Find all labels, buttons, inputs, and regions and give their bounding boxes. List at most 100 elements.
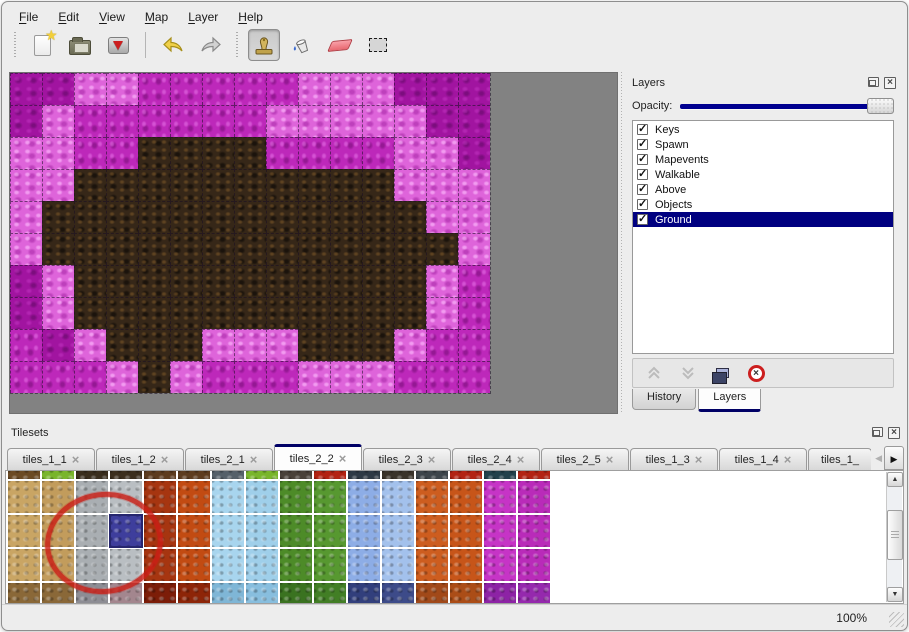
tileset-tile[interactable] — [450, 515, 482, 547]
map-tile[interactable] — [138, 73, 170, 105]
map-tile[interactable] — [138, 169, 170, 201]
map-tile[interactable] — [202, 73, 234, 105]
map-tile[interactable] — [458, 137, 490, 169]
map-tile[interactable] — [394, 73, 426, 105]
layer-row-spawn[interactable]: ✓ Spawn — [633, 137, 893, 152]
map-tile[interactable] — [362, 329, 394, 361]
tileset-tile[interactable] — [348, 549, 380, 581]
map-tile[interactable] — [74, 265, 106, 297]
map-tile[interactable] — [170, 137, 202, 169]
map-tile[interactable] — [266, 361, 298, 393]
map-tile[interactable] — [42, 265, 74, 297]
map-tile[interactable] — [170, 297, 202, 329]
tileset-tile[interactable] — [484, 515, 516, 547]
tileset-tile[interactable] — [178, 515, 210, 547]
resize-grip-icon[interactable] — [889, 612, 904, 627]
map-tile[interactable] — [298, 105, 330, 137]
tileset-tile[interactable] — [110, 481, 142, 513]
map-tile[interactable] — [394, 233, 426, 265]
eraser-button[interactable] — [324, 29, 356, 61]
tab-close-icon[interactable]: × — [516, 451, 525, 467]
map-tile[interactable] — [170, 361, 202, 393]
tileset-tab-tiles_2_3[interactable]: tiles_2_3 × — [363, 448, 451, 470]
map-tile[interactable] — [362, 105, 394, 137]
tileset-tab-tiles_1_4[interactable]: tiles_1_4 × — [719, 448, 807, 470]
tileset-tile[interactable] — [8, 549, 40, 581]
map-tile[interactable] — [426, 297, 458, 329]
tab-layers[interactable]: Layers — [698, 389, 762, 412]
map-tile[interactable] — [106, 297, 138, 329]
map-tile[interactable] — [362, 73, 394, 105]
menu-layer[interactable]: Layer — [188, 10, 219, 24]
tileset-tile[interactable] — [518, 471, 550, 479]
tileset-tile[interactable] — [42, 549, 74, 581]
map-tile[interactable] — [138, 233, 170, 265]
map-tile[interactable] — [106, 137, 138, 169]
map-tile[interactable] — [170, 169, 202, 201]
rect-select-button[interactable] — [362, 29, 394, 61]
map-tile[interactable] — [426, 233, 458, 265]
tileset-tab-tiles_1_1[interactable]: tiles_1_1 × — [7, 448, 95, 470]
map-tile[interactable] — [426, 105, 458, 137]
layer-visibility-checkbox[interactable]: ✓ — [637, 153, 648, 165]
map-tile[interactable] — [138, 361, 170, 393]
tileset-tile[interactable] — [382, 549, 414, 581]
layer-row-objects[interactable]: ✓ Objects — [633, 197, 893, 212]
map-tile[interactable] — [458, 329, 490, 361]
tileset-tile[interactable] — [382, 471, 414, 479]
map-tile[interactable] — [106, 361, 138, 393]
map-tile[interactable] — [234, 329, 266, 361]
tileset-tile[interactable] — [110, 549, 142, 581]
tileset-tile[interactable] — [348, 515, 380, 547]
map-tile[interactable] — [266, 201, 298, 233]
tab-close-icon[interactable]: × — [160, 451, 169, 467]
tileset-tile[interactable] — [8, 583, 40, 603]
tileset-tile[interactable] — [280, 481, 312, 513]
map-tile[interactable] — [362, 137, 394, 169]
tileset-tile[interactable] — [450, 583, 482, 603]
map-tile[interactable] — [458, 361, 490, 393]
map-tile[interactable] — [458, 233, 490, 265]
tileset-tile[interactable] — [144, 583, 176, 603]
map-tile[interactable] — [234, 361, 266, 393]
map-tile[interactable] — [42, 169, 74, 201]
tileset-tile[interactable] — [246, 515, 278, 547]
menu-map[interactable]: Map — [144, 10, 169, 24]
tileset-tile[interactable] — [110, 471, 142, 479]
tab-close-icon[interactable]: × — [605, 451, 614, 467]
map-tile[interactable] — [426, 169, 458, 201]
map-tile[interactable] — [330, 233, 362, 265]
tileset-tab-tiles_1_2[interactable]: tiles_1_2 × — [96, 448, 184, 470]
map-tile[interactable] — [234, 233, 266, 265]
layer-row-ground[interactable]: ✓ Ground — [633, 212, 893, 227]
map-tile[interactable] — [42, 297, 74, 329]
tileset-tile[interactable] — [144, 481, 176, 513]
menu-view[interactable]: View — [99, 10, 125, 24]
map-tile[interactable] — [426, 73, 458, 105]
fill-button[interactable] — [286, 29, 318, 61]
tileset-tile[interactable] — [416, 515, 448, 547]
map-tile[interactable] — [362, 297, 394, 329]
tileset-tile[interactable] — [8, 471, 40, 479]
tileset-tile[interactable] — [348, 471, 380, 479]
layer-visibility-checkbox[interactable]: ✓ — [637, 198, 648, 210]
map-tile[interactable] — [202, 361, 234, 393]
scrollbar-thumb[interactable] — [887, 510, 903, 560]
tileset-tile[interactable] — [246, 583, 278, 603]
map-tile[interactable] — [106, 169, 138, 201]
map-tile[interactable] — [170, 233, 202, 265]
map-tile[interactable] — [458, 297, 490, 329]
map-tile[interactable] — [458, 265, 490, 297]
tileset-tile[interactable] — [246, 471, 278, 479]
tileset-tile[interactable] — [314, 471, 346, 479]
map-grid[interactable] — [10, 73, 491, 394]
map-tile[interactable] — [106, 265, 138, 297]
map-tile[interactable] — [458, 73, 490, 105]
tileset-tile[interactable] — [212, 471, 244, 479]
move-layer-down-button[interactable] — [677, 362, 699, 384]
vertical-splitter[interactable] — [618, 72, 624, 414]
tileset-tile[interactable] — [450, 481, 482, 513]
tileset-tile[interactable] — [518, 481, 550, 513]
map-canvas[interactable] — [9, 72, 618, 414]
map-tile[interactable] — [298, 201, 330, 233]
